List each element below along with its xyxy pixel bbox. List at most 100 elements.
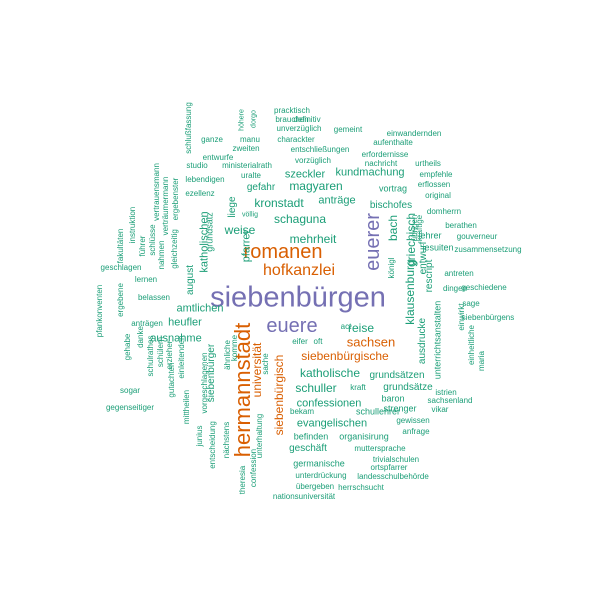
word: bekam xyxy=(289,407,315,416)
word: jesuiten xyxy=(422,242,454,253)
word: organisirung xyxy=(339,431,389,442)
word: schlußfassung xyxy=(184,102,193,154)
word: ausnahme xyxy=(150,332,202,345)
word: domherrn xyxy=(426,207,462,216)
word: erflossen xyxy=(417,180,451,189)
word: siebenbürgens xyxy=(461,313,515,322)
word: pracktisch xyxy=(273,106,311,115)
word: urtheils xyxy=(415,159,441,168)
word: nationsuniversität xyxy=(272,492,336,501)
word: szeckler xyxy=(284,168,326,181)
word: sage xyxy=(462,299,480,308)
word: einleitenden xyxy=(177,335,186,379)
word: magyaren xyxy=(289,179,343,193)
word: evangelischen xyxy=(296,417,368,430)
word: gouverneur xyxy=(456,232,498,241)
word: gefahr xyxy=(246,182,276,193)
word: sachsen xyxy=(346,334,396,350)
word: gewissen xyxy=(396,416,430,425)
word: schlüsse xyxy=(148,224,157,256)
word: vorzüglich xyxy=(294,156,332,165)
word: mehrheit xyxy=(289,232,337,246)
word: erfordernisse xyxy=(361,150,409,159)
word: geschiedene xyxy=(461,283,507,292)
word: manu xyxy=(239,135,261,144)
word: original xyxy=(425,191,451,200)
word: ergebene xyxy=(116,283,125,317)
word: ministerialrath xyxy=(222,161,272,170)
word: junius xyxy=(195,425,204,447)
word: lernen xyxy=(134,275,158,284)
word: ergebenster xyxy=(171,177,180,221)
word: ortspfarrer xyxy=(370,463,408,472)
word: confessionen xyxy=(296,397,362,410)
word: amtlichen xyxy=(176,302,224,315)
word: vikar xyxy=(431,405,449,414)
word: nahmen xyxy=(157,240,166,270)
word: ausdrucke xyxy=(417,317,428,365)
word: liege xyxy=(227,196,238,218)
word: geschäft xyxy=(289,443,327,454)
word: bach xyxy=(386,214,400,242)
word: einwirkt xyxy=(457,303,466,331)
word: act xyxy=(340,322,352,331)
word: zweiten xyxy=(232,144,260,153)
word: dingen xyxy=(442,284,468,293)
word: pfarrer xyxy=(240,229,253,263)
word: hofkanzlei xyxy=(262,262,336,279)
word: komme xyxy=(230,334,239,362)
word: eifer xyxy=(292,337,308,346)
word: charackter xyxy=(277,135,315,144)
word: uralte xyxy=(240,171,262,180)
word: herrschsucht xyxy=(338,483,384,492)
word: lebendigen xyxy=(185,175,225,184)
word: sache xyxy=(261,353,270,375)
word: schaguna xyxy=(273,212,327,226)
word: studio xyxy=(186,161,208,170)
word: befinden xyxy=(293,431,329,442)
word: entwurfe xyxy=(202,153,234,162)
word: siebenbürgen xyxy=(210,281,386,314)
word: dorgo xyxy=(250,110,258,128)
word: gleichzeitig xyxy=(170,229,179,269)
word: oft xyxy=(313,337,323,346)
word: reise xyxy=(347,321,375,335)
word: brauchen xyxy=(275,115,309,124)
word: strenger xyxy=(383,403,417,414)
word: grundsätzen xyxy=(369,370,425,381)
word: siebenbürgisch xyxy=(272,354,286,436)
word: schuller xyxy=(295,381,337,395)
word: muttersprache xyxy=(354,444,406,453)
word: nachricht xyxy=(364,159,398,168)
word: berathen xyxy=(445,221,477,230)
word: zusammensetzung xyxy=(454,245,522,254)
word: völlig xyxy=(242,211,258,219)
word: gegenseitiger xyxy=(105,403,155,412)
word: istrien xyxy=(435,388,457,397)
word: germanische xyxy=(293,458,345,469)
word: theresia xyxy=(238,465,247,495)
word: geschlagen xyxy=(100,263,142,272)
word: kundmachung xyxy=(335,166,405,179)
word: sogar xyxy=(119,386,141,395)
word: höhere xyxy=(238,109,246,131)
word: schulrathes xyxy=(146,335,155,377)
word: kronstadt xyxy=(254,196,304,210)
word: einwandernden xyxy=(386,129,442,138)
word: pfankonventen xyxy=(95,284,104,338)
word: königl xyxy=(387,257,396,279)
word: empfehle xyxy=(419,170,453,179)
word: gehabe xyxy=(123,333,132,361)
word: euerer xyxy=(362,213,384,271)
word: katholische xyxy=(299,366,361,380)
word: trivialschulen xyxy=(372,455,420,464)
word: anfrage xyxy=(402,427,430,436)
word: danke xyxy=(136,326,145,348)
word: führer xyxy=(138,235,147,257)
word: unverzüglich xyxy=(276,124,322,133)
word: heufler xyxy=(168,316,202,329)
word: klausenburg xyxy=(403,259,417,325)
word: aufenthalte xyxy=(373,138,413,147)
word: anträge xyxy=(318,194,356,207)
